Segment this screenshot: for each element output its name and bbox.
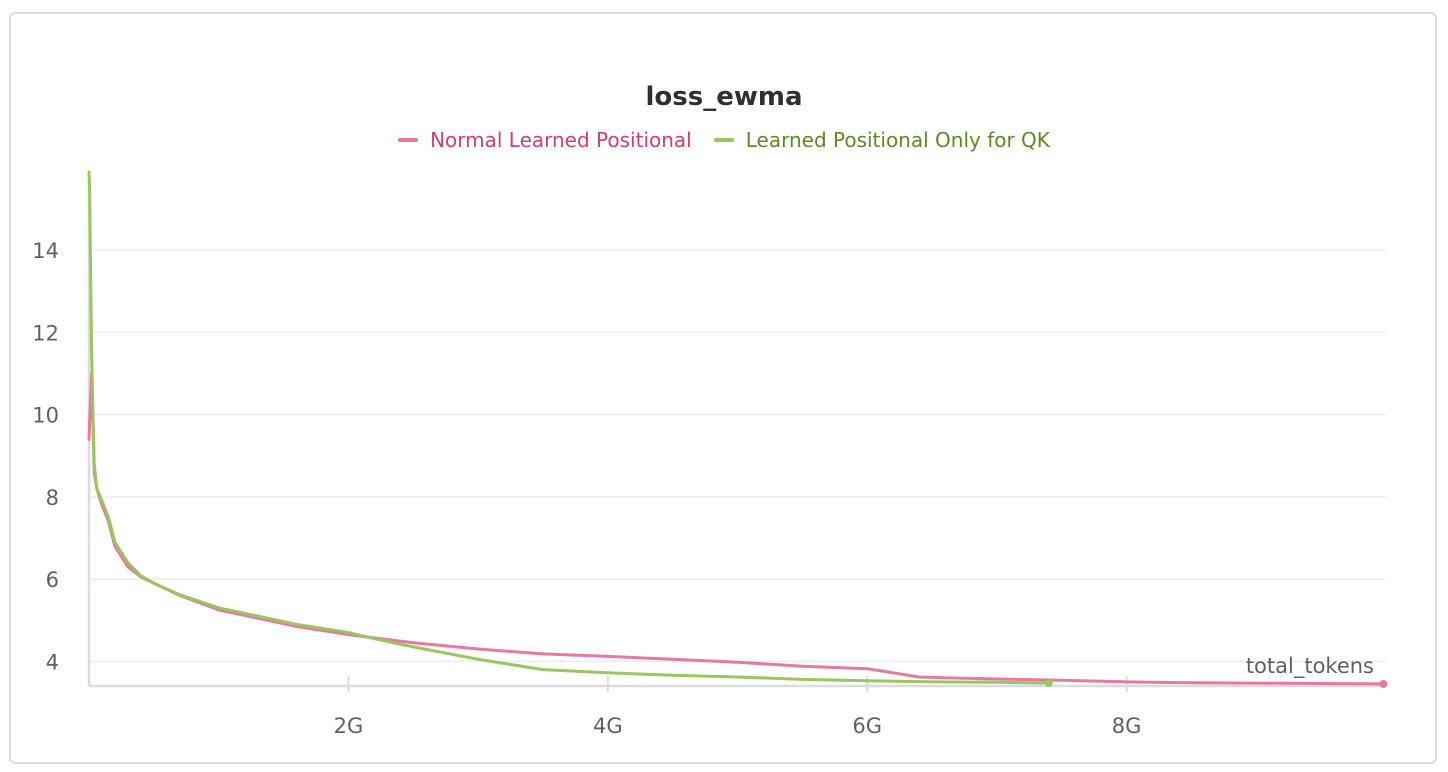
- series-line-1: [87, 170, 1051, 685]
- y-axis-ticks: 4 6 8 10 12 14: [32, 239, 59, 674]
- series-line-0: [87, 372, 1385, 686]
- grid-lines: [89, 249, 1386, 663]
- y-tick-label: 4: [46, 650, 59, 674]
- legend-swatch: [398, 138, 419, 142]
- legend-item-learned-positional-only-for-qk[interactable]: Learned Positional Only for QK: [713, 128, 1050, 152]
- series-end-marker-1: [1044, 679, 1053, 688]
- y-tick-label: 8: [46, 486, 59, 510]
- x-tick-label: 8G: [1112, 714, 1142, 738]
- chart-panel: [9, 12, 1437, 764]
- y-tick-label: 10: [32, 404, 59, 428]
- chart-title: loss_ewma: [645, 82, 803, 112]
- chart-legend: Normal Learned Positional Learned Positi…: [0, 128, 1448, 152]
- x-axis-label: total_tokens: [1246, 654, 1374, 679]
- y-tick-label: 14: [32, 239, 59, 263]
- x-tick-label: 6G: [852, 714, 882, 738]
- legend-item-normal-learned-positional[interactable]: Normal Learned Positional: [398, 128, 692, 152]
- legend-swatch: [713, 138, 734, 142]
- x-tick-label: 4G: [593, 714, 623, 738]
- x-tick-label: 2G: [334, 714, 364, 738]
- series-end-marker-0: [1379, 679, 1388, 688]
- series-lines: [87, 170, 1388, 688]
- legend-label: Normal Learned Positional: [430, 128, 692, 152]
- y-tick-label: 12: [32, 321, 59, 345]
- x-axis-ticks: 2G 4G 6G 8G: [334, 676, 1142, 738]
- y-tick-label: 6: [46, 568, 59, 592]
- legend-label: Learned Positional Only for QK: [745, 128, 1050, 152]
- axes: [87, 172, 1386, 688]
